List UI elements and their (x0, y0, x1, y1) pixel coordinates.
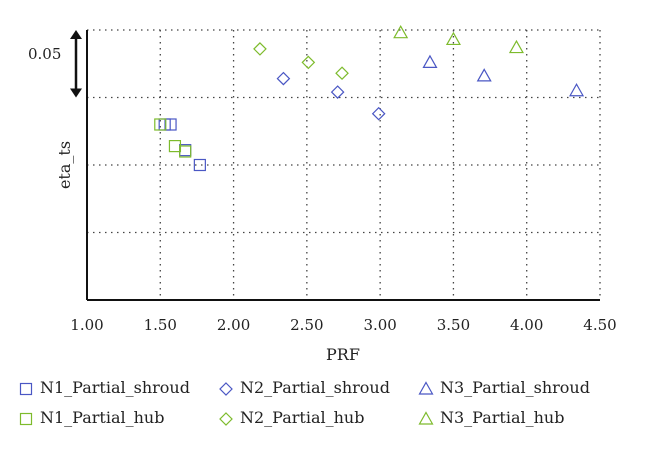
point-n3-partial-shroud (569, 83, 585, 97)
point-n3-partial-hub (445, 31, 461, 46)
legend-symbol (418, 410, 434, 425)
legend-symbol (219, 381, 233, 396)
legend-item-n3-partial-shroud: N3_Partial_shroud (418, 378, 590, 397)
point-n1-partial-hub (168, 140, 182, 153)
legend-symbol (418, 380, 434, 395)
legend-item-n3-partial-hub: N3_Partial_hub (418, 408, 564, 427)
axes (86, 30, 600, 301)
point-n2-partial-shroud (330, 85, 345, 99)
legend-label: N1_Partial_hub (40, 408, 165, 427)
legend-item-n2-partial-hub: N2_Partial_hub (218, 408, 364, 427)
legend-item-n2-partial-shroud: N2_Partial_shroud (218, 378, 390, 397)
point-n3-partial-hub (393, 24, 409, 39)
grid (87, 29, 601, 300)
x-tick-label: 2.00 (217, 316, 250, 334)
scale-bar-arrow-up (70, 30, 82, 39)
point-n2-partial-hub (253, 42, 267, 56)
x-tick-label: 1.50 (144, 316, 177, 334)
square-marker-icon (19, 412, 33, 425)
x-tick-label: 2.50 (290, 316, 323, 334)
point-n2-partial-hub (335, 66, 349, 81)
legend-symbol (19, 412, 33, 425)
triangle-marker-icon (418, 410, 434, 425)
x-tick-labels: 1.00 1.50 2.00 2.50 3.00 3.50 4.00 4.50 (70, 316, 616, 334)
square-marker-icon (19, 382, 33, 395)
x-tick-label: 3.50 (437, 316, 470, 334)
legend-label: N2_Partial_hub (240, 408, 365, 427)
data-points (154, 24, 585, 172)
legend-label: N2_Partial_shroud (240, 378, 390, 397)
x-tick-label: 4.00 (510, 316, 543, 334)
point-n3-partial-shroud (476, 68, 492, 82)
scatter-chart: 1.00 1.50 2.00 2.50 3.00 3.50 4.00 4.50 PRF eta… (28, 24, 617, 364)
legend-label: N1_Partial_shroud (40, 378, 190, 397)
x-tick-label: 1.00 (70, 316, 103, 334)
triangle-marker-icon (418, 380, 434, 395)
scale-bar-label: 0.05 (28, 45, 61, 63)
x-tick-label: 3.00 (363, 316, 396, 334)
point-n1-partial-hub (179, 145, 192, 158)
point-n3-partial-shroud (422, 54, 438, 69)
legend-label: N3_Partial_shroud (440, 378, 590, 397)
diamond-marker-icon (219, 381, 233, 396)
legend-symbol (19, 382, 33, 395)
point-n3-partial-hub (508, 39, 524, 54)
legend-label: N3_Partial_hub (440, 408, 565, 427)
legend-symbol (219, 411, 233, 426)
scale-bar: 0.05 (28, 30, 82, 98)
legend-item-n1-partial-shroud: N1_Partial_shroud (18, 378, 190, 397)
point-n2-partial-shroud (371, 106, 386, 121)
x-axis-label: PRF (326, 345, 360, 364)
point-n1-partial-hub (154, 118, 167, 131)
scale-bar-arrow-down (70, 88, 82, 98)
point-n2-partial-hub (301, 55, 316, 70)
x-tick-label: 4.50 (583, 316, 616, 334)
legend-item-n1-partial-hub: N1_Partial_hub (18, 408, 164, 427)
point-n2-partial-shroud (276, 71, 291, 86)
point-n1-partial-shroud (193, 158, 206, 172)
y-axis-label: eta_ts (55, 141, 74, 189)
diamond-marker-icon (219, 411, 233, 426)
point-n1-partial-shroud (164, 118, 177, 131)
